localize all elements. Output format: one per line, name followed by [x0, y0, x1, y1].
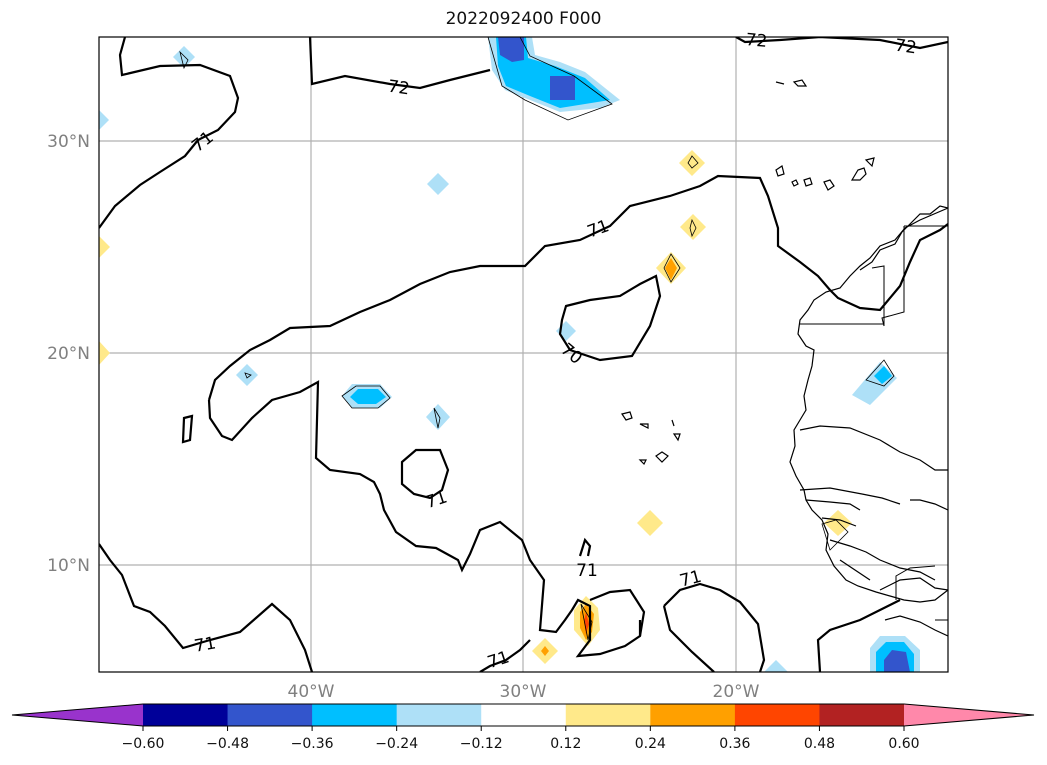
map-plot [99, 37, 948, 672]
contour-label: 72 [745, 30, 768, 52]
yellow-diamond [637, 510, 663, 536]
colorbar-segment [227, 704, 313, 726]
contour-label: 72 [894, 36, 918, 59]
lat-label-20N: 20°N [47, 344, 90, 364]
colorbar-tick-label: 0.12 [550, 736, 581, 752]
royal-anomaly-top2 [550, 76, 575, 100]
cyan-blob-east [874, 366, 892, 384]
colorbar-tick-label: 0.48 [804, 736, 835, 752]
colorbar-segment [143, 704, 229, 726]
yellow-diamond [99, 341, 110, 365]
cyan-anomaly-top [496, 37, 610, 108]
chart-title: 2022092400 F000 [445, 9, 602, 29]
blue-diamond [427, 173, 449, 195]
royal-blob-south [884, 650, 910, 672]
gridlines [99, 37, 948, 672]
cyan-blob-mid [350, 389, 386, 404]
lon-label-30W: 30°W [500, 682, 547, 702]
contour-label: 72 [387, 77, 411, 100]
filled-anomalies [99, 37, 920, 672]
lat-label-30N: 30°N [47, 132, 90, 152]
blue-diamond [173, 46, 195, 68]
yellow-diamond [99, 236, 110, 258]
yellow-diamond [679, 150, 705, 176]
anomaly-outlines [179, 37, 895, 641]
colorbar-segment [312, 704, 398, 726]
colorbar-tick-label: −0.60 [122, 736, 165, 752]
colorbar: −0.60 −0.48 −0.36 −0.24 −0.12 0.12 0.24 0.36 0.4… [11, 703, 1035, 752]
orange-dot [541, 646, 549, 656]
colorbar-segment [396, 704, 482, 726]
royal-anomaly-top [498, 37, 524, 62]
yellow-diamond [680, 214, 706, 240]
colorbar-extend-high [904, 704, 1034, 726]
colorbar-segment [650, 704, 736, 726]
blue-diamond [764, 660, 788, 672]
lat-label-10N: 10°N [47, 556, 90, 576]
colorbar-segment [565, 704, 651, 726]
blue-diamond [99, 110, 109, 130]
coastlines [621, 79, 948, 637]
lon-label-20W: 20°W [713, 682, 760, 702]
colorbar-segment [481, 704, 567, 726]
map-frame [98, 36, 949, 673]
orange-sliver [665, 258, 677, 280]
colorbar-tick-label: −0.36 [291, 736, 334, 752]
colorbar-segment [734, 704, 820, 726]
colorbar-tick-label: −0.12 [460, 736, 503, 752]
colorbar-tick-label: 0.24 [635, 736, 666, 752]
contour-label: 71 [576, 561, 598, 581]
colorbar-segment [819, 704, 905, 726]
contour-label: 71 [193, 633, 218, 656]
colorbar-extend-low [12, 704, 143, 726]
contour-lines [99, 37, 948, 672]
lon-label-40W: 40°W [288, 682, 335, 702]
red-sliver [584, 612, 589, 634]
colorbar-tick-label: 0.60 [888, 736, 919, 752]
colorbar-tick-label: −0.48 [206, 736, 249, 752]
blue-diamond [236, 364, 258, 386]
blue-diamond [426, 404, 450, 430]
colorbar-tick-label: −0.24 [375, 736, 418, 752]
colorbar-tick-label: 0.36 [719, 736, 750, 752]
